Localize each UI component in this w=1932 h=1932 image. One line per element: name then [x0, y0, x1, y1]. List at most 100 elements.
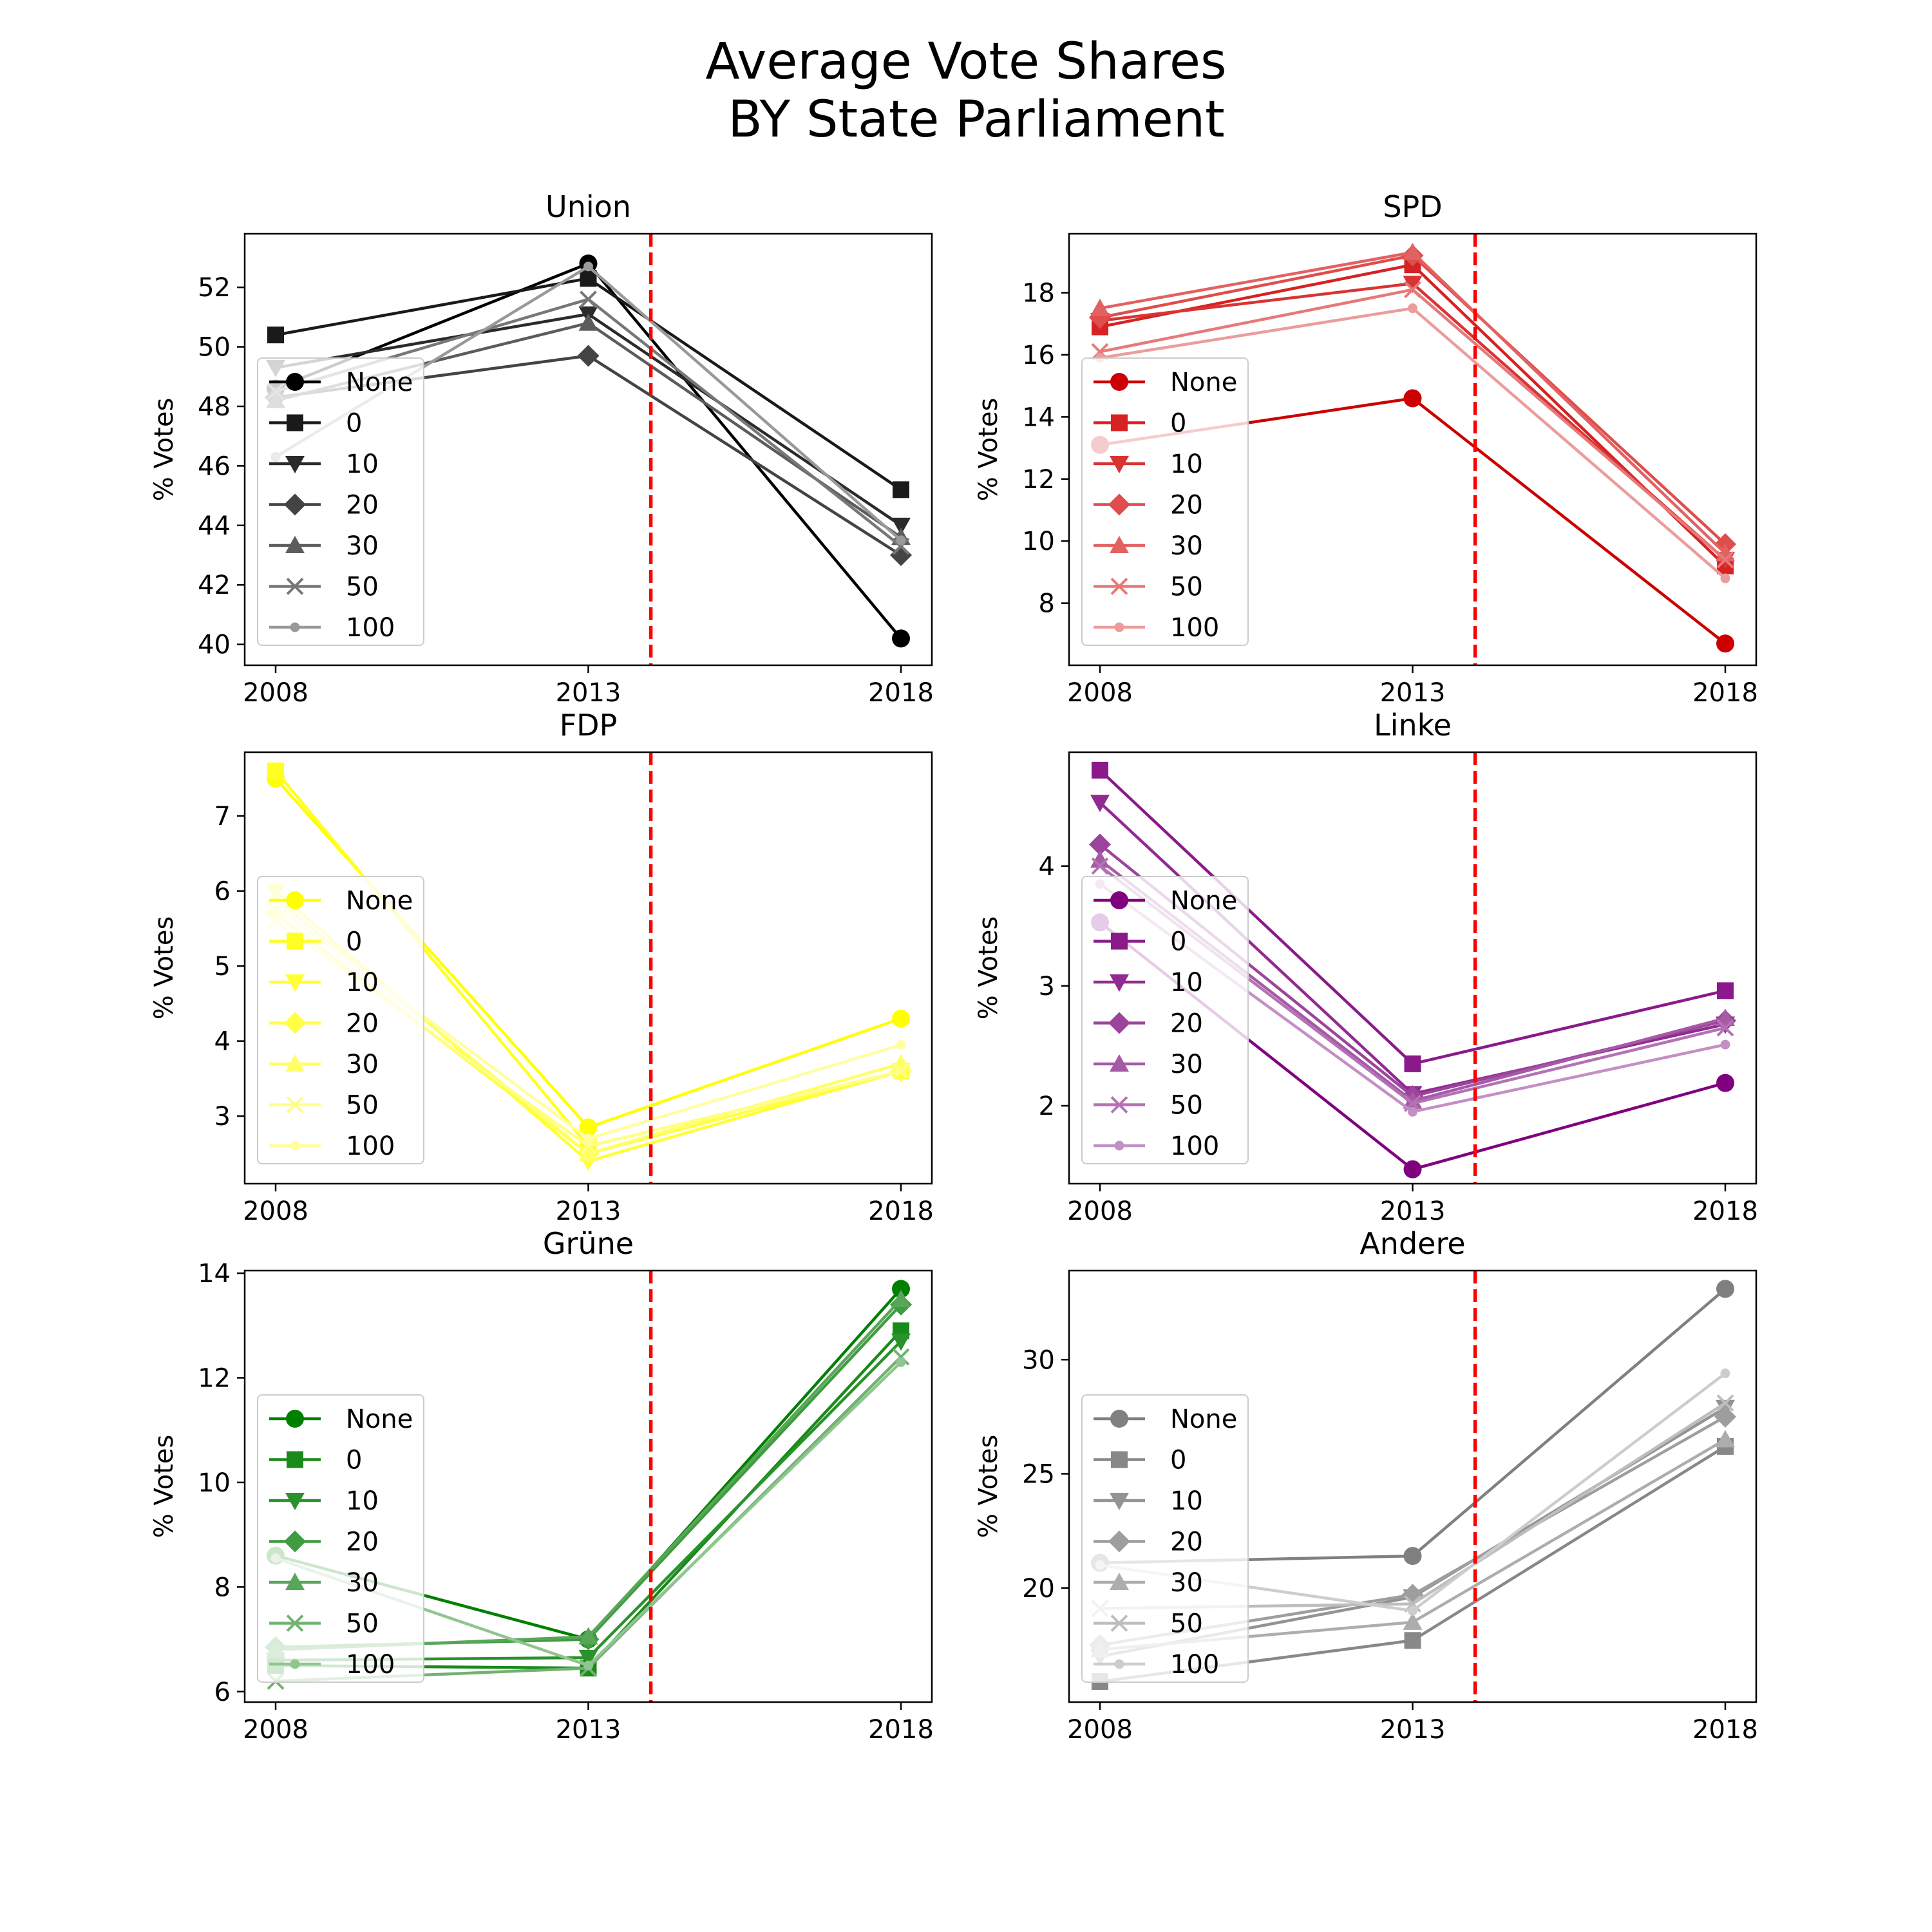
data-point-30-2013: [578, 313, 598, 331]
legend-marker-50: [1110, 1096, 1128, 1113]
legend-marker-100: [1114, 622, 1124, 632]
data-point-0-2008: [267, 762, 284, 780]
data-point-20-2013: [577, 345, 600, 367]
legend-label-10: 10: [346, 450, 379, 479]
legend-marker-20: [1108, 1012, 1130, 1034]
data-point-100-2018: [1720, 1039, 1730, 1050]
y-tick-label: 40: [198, 630, 231, 660]
legend-marker-50: [1110, 1615, 1128, 1632]
data-point-30-2013: [578, 1144, 598, 1162]
legend: None 0 10 20 30 50 100: [257, 357, 424, 646]
data-point-None-2018: [1716, 1280, 1734, 1298]
legend-marker-None: [286, 1410, 304, 1428]
legend-label-10: 10: [1170, 450, 1203, 479]
legend-label-50: 50: [1170, 1091, 1203, 1121]
legend-label-30: 30: [346, 1568, 379, 1598]
legend-marker-None: [1110, 1410, 1128, 1428]
x-tick-label: 2008: [1067, 1197, 1133, 1226]
panel-title: Grüne: [543, 1226, 634, 1261]
data-point-30-2013: [1403, 242, 1423, 260]
legend-label-0: 0: [346, 409, 362, 439]
data-point-100-2013: [583, 261, 593, 272]
legend-marker-0: [1111, 414, 1128, 431]
legend-marker-0: [287, 933, 303, 950]
data-point-30-2018: [1716, 1430, 1735, 1448]
legend: None 0 10 20 30 50 100: [1081, 357, 1249, 646]
y-axis-label: % Votes: [974, 916, 1003, 1020]
legend-label-10: 10: [346, 1486, 379, 1516]
legend-label-None: None: [346, 1405, 413, 1434]
legend-marker-30: [285, 536, 305, 553]
y-tick-label: 48: [198, 392, 231, 422]
legend-marker-0: [1111, 1451, 1128, 1468]
legend-marker-30: [1110, 1054, 1129, 1072]
legend-marker-20: [284, 1012, 306, 1034]
data-point-10-2018: [891, 517, 911, 535]
data-point-30-2018: [891, 1289, 911, 1307]
legend-marker-10: [1110, 974, 1129, 992]
data-point-50-2013: [1404, 281, 1421, 299]
data-point-50-2018: [1716, 1019, 1734, 1037]
legend-label-None: None: [1170, 1405, 1237, 1434]
data-point-30-2013: [1403, 1612, 1423, 1630]
figure-title-line-2: BY State Parliament: [728, 91, 1224, 149]
y-tick-label: 30: [1022, 1345, 1055, 1375]
data-point-30-2013: [1403, 1091, 1423, 1109]
legend-label-10: 10: [346, 968, 379, 998]
data-point-30-2008: [1090, 850, 1110, 868]
x-tick-label: 2008: [243, 678, 308, 708]
legend-marker-0: [287, 1451, 303, 1468]
y-tick-label: 8: [214, 1573, 231, 1602]
legend-frame: [1081, 876, 1249, 1164]
legend-frame: [257, 876, 424, 1164]
legend-marker-30: [285, 1054, 305, 1072]
legend-label-100: 100: [346, 1650, 395, 1680]
data-point-20-2018: [890, 544, 912, 567]
legend-marker-20: [1108, 493, 1130, 516]
legend-marker-10: [1110, 456, 1129, 473]
legend-label-100: 100: [346, 613, 395, 643]
y-tick-label: 6: [214, 877, 231, 907]
x-tick-label: 2018: [1692, 678, 1758, 708]
data-point-None-2018: [1716, 634, 1734, 653]
legend: None 0 10 20 30 50 100: [257, 876, 424, 1164]
legend-label-None: None: [1170, 886, 1237, 916]
legend-marker-None: [286, 891, 304, 909]
data-point-50-2013: [580, 290, 597, 308]
legend-label-100: 100: [1170, 613, 1219, 643]
data-point-100-2018: [896, 535, 906, 545]
y-tick-label: 14: [198, 1259, 231, 1289]
legend: None 0 10 20 30 50 100: [1081, 1394, 1249, 1683]
y-axis-label: % Votes: [974, 1435, 1003, 1539]
data-point-30-2013: [578, 1627, 598, 1645]
legend-label-20: 20: [346, 1528, 379, 1557]
legend-label-0: 0: [1170, 409, 1186, 439]
data-point-10-2018: [891, 1333, 911, 1351]
legend-label-30: 30: [1170, 1568, 1203, 1598]
legend-label-20: 20: [346, 491, 379, 520]
y-axis-label: % Votes: [149, 398, 179, 502]
y-tick-label: 3: [1039, 972, 1055, 1001]
data-point-50-2018: [892, 1062, 910, 1080]
legend-marker-10: [285, 1493, 305, 1510]
y-tick-label: 3: [214, 1102, 231, 1132]
panel-title: Linke: [1374, 708, 1452, 743]
legend-marker-10: [285, 974, 305, 992]
data-point-10-2013: [1403, 276, 1423, 294]
legend-label-30: 30: [346, 1050, 379, 1079]
y-tick-label: 50: [198, 333, 231, 363]
y-tick-label: 18: [1022, 279, 1055, 308]
data-point-0-2018: [1717, 982, 1734, 999]
legend-label-0: 0: [1170, 1446, 1186, 1475]
data-point-None-2018: [1716, 1074, 1734, 1092]
y-tick-label: 4: [1039, 852, 1055, 882]
legend-marker-None: [286, 373, 304, 391]
x-tick-label: 2013: [1380, 1197, 1446, 1226]
legend-label-10: 10: [1170, 1486, 1203, 1516]
legend-marker-100: [290, 1141, 300, 1151]
panel-union: None 0 10 20 30 50 100 2008 2013 2018 40 42 44 46 48 50…: [149, 189, 934, 708]
panel-grüne: None 0 10 20 30 50 100 2008 2013 2018 6 8 10 12 14 % Vo…: [149, 1226, 934, 1745]
y-tick-label: 8: [1039, 589, 1055, 619]
